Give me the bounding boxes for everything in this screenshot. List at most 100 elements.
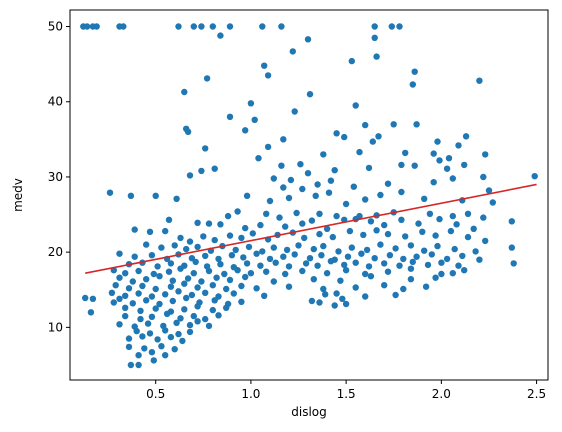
data-point-134 [131,226,138,233]
data-point-161 [158,244,165,251]
data-point-114 [508,218,515,225]
data-point-194 [228,252,236,259]
data-point-126 [356,212,363,220]
data-point-52 [402,149,409,157]
x-tick-label: 1.5 [337,387,356,401]
data-point-19 [289,48,296,55]
data-point-35 [362,121,369,129]
data-point-340 [177,315,184,322]
data-point-330 [152,305,159,312]
data-point-265 [184,275,192,282]
data-point-200 [306,255,314,262]
data-point-299 [162,291,169,298]
data-point-184 [472,248,479,255]
data-point-315 [143,297,150,304]
data-point-344 [116,321,123,328]
data-point-95 [362,196,369,203]
data-point-131 [436,215,443,223]
data-point-325 [331,302,338,309]
data-point-364 [158,343,165,350]
data-point-357 [125,335,133,342]
data-point-168 [245,243,253,251]
data-point-306 [322,291,329,298]
data-point-339 [163,310,171,317]
data-point-335 [223,304,230,311]
data-point-56 [482,151,489,158]
data-point-284 [209,282,216,289]
data-point-64 [411,162,418,169]
x-tick-label: 1.0 [241,387,260,401]
data-point-10 [226,23,234,30]
data-point-226 [302,260,310,267]
data-point-262 [143,276,150,283]
data-point-237 [455,262,462,269]
data-point-118 [217,221,224,228]
data-point-75 [299,185,306,193]
data-point-322 [238,298,245,305]
data-point-183 [451,245,458,253]
data-point-298 [148,293,156,300]
data-point-16 [217,32,224,39]
data-point-3 [93,23,100,30]
data-point-74 [280,184,287,191]
data-point-187 [131,253,138,260]
data-point-218 [192,258,199,266]
data-point-9 [209,23,216,30]
data-point-353 [146,330,154,337]
data-point-5 [120,23,127,30]
data-point-82 [449,175,456,182]
data-point-58 [278,162,285,169]
data-point-116 [194,219,201,226]
data-point-275 [432,274,439,281]
data-point-175 [335,248,342,255]
data-point-141 [226,232,234,239]
points-layer [80,23,538,369]
data-point-49 [320,151,327,158]
data-point-328 [122,304,129,311]
data-point-264 [169,277,176,284]
data-point-115 [165,216,173,223]
data-point-176 [348,244,355,251]
data-point-178 [377,241,384,248]
data-point-124 [323,225,331,232]
data-point-245 [190,270,197,277]
y-tick-label: 30 [48,170,63,184]
data-point-363 [141,345,148,352]
data-point-309 [362,293,369,300]
regression-line [85,183,537,274]
data-point-329 [137,307,144,314]
data-point-157 [447,227,455,235]
data-point-129 [398,216,405,223]
data-point-263 [156,273,163,280]
data-point-209 [428,251,435,258]
data-point-316 [156,300,163,308]
data-point-128 [381,221,388,229]
data-point-358 [139,333,146,340]
data-point-256 [384,268,392,275]
data-point-327 [87,309,95,316]
data-point-360 [167,333,175,341]
data-point-102 [263,210,270,217]
data-point-348 [173,319,180,326]
data-point-28 [181,88,188,96]
data-point-288 [285,283,293,290]
data-point-54 [445,155,453,162]
data-point-250 [263,268,270,275]
data-point-283 [194,284,201,291]
data-point-30 [291,108,298,115]
data-point-20 [348,57,355,65]
plot-frame [69,9,549,381]
data-point-140 [211,236,218,244]
data-point-337 [137,315,144,323]
data-point-334 [209,306,216,314]
data-point-301 [188,291,196,299]
data-point-8 [198,23,205,30]
data-point-313 [116,295,123,302]
data-point-266 [198,278,205,285]
data-point-269 [242,273,249,281]
data-point-50 [356,148,363,156]
data-point-274 [407,276,415,283]
data-point-350 [194,318,201,325]
data-point-198 [280,253,287,260]
data-point-76 [314,181,321,188]
